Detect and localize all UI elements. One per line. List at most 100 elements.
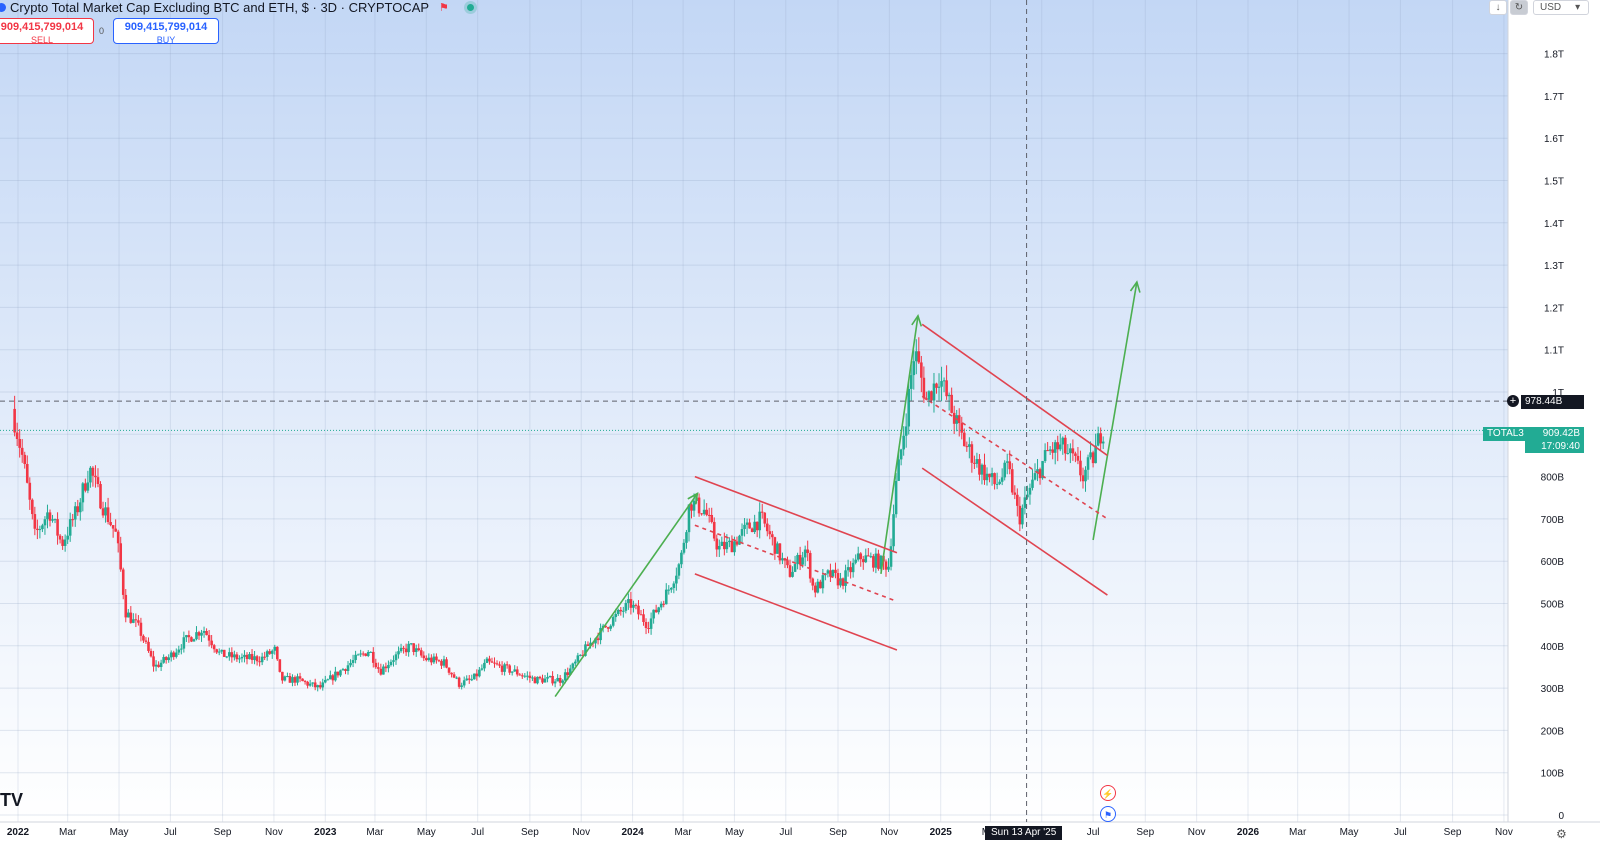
candle-body — [235, 654, 239, 660]
candle-body — [970, 444, 974, 463]
candle-body — [925, 398, 928, 400]
x-tick-label: Nov — [880, 827, 898, 838]
candle-body — [121, 569, 125, 595]
candle-body — [1008, 461, 1012, 470]
x-tick-label: Jul — [779, 827, 792, 838]
candle-body — [768, 531, 772, 535]
candle-body — [326, 679, 330, 681]
candles — [13, 337, 1105, 692]
candle-body — [427, 657, 431, 661]
candle-body — [932, 383, 936, 401]
x-tick-label: Sep — [829, 827, 847, 838]
candle-body — [839, 578, 842, 586]
candle-body — [480, 668, 484, 670]
candle-body — [349, 662, 352, 666]
candle-body — [558, 677, 562, 683]
candle-body — [250, 654, 254, 660]
candle-body — [483, 662, 486, 669]
candle-body — [864, 555, 868, 563]
arrow-down-icon[interactable]: ↓ — [1489, 0, 1507, 15]
candle-body — [467, 678, 471, 680]
currency-select[interactable]: USD ▾ — [1533, 0, 1589, 15]
candle-body — [104, 507, 107, 516]
candle-body — [460, 685, 463, 687]
candle-body — [96, 477, 100, 485]
candle-body — [614, 614, 618, 618]
candle-body — [197, 632, 201, 636]
candle-body — [717, 545, 721, 550]
candle-body — [31, 499, 34, 515]
candle-body — [159, 662, 163, 668]
candle-body — [392, 660, 395, 662]
arrow-head-icon — [687, 492, 699, 505]
candle-body — [71, 519, 75, 521]
candle-body — [273, 646, 277, 651]
gear-icon[interactable]: ⚙ — [1556, 827, 1567, 841]
candle-body — [1081, 475, 1085, 482]
candle-body — [288, 676, 292, 683]
candle-body — [664, 589, 668, 605]
candle-body — [111, 525, 115, 529]
grid-lines — [0, 0, 1508, 822]
candle-body — [86, 482, 90, 491]
y-tick-label: 200B — [1541, 726, 1565, 737]
candle-body — [344, 669, 347, 671]
candle-body — [473, 673, 476, 680]
candle-body — [634, 604, 638, 606]
candle-body — [902, 435, 905, 450]
candle-body — [1048, 449, 1052, 451]
candle-body — [712, 521, 716, 539]
candle-body — [43, 519, 47, 526]
candle-body — [316, 685, 320, 688]
candle-body — [490, 661, 494, 663]
candle-body — [907, 388, 911, 427]
candle-body — [1086, 457, 1090, 470]
candle-body — [950, 394, 953, 413]
candle-body — [293, 677, 297, 683]
event-flag-icon[interactable]: ⚑ — [1100, 806, 1116, 822]
candle-body — [584, 644, 587, 656]
flag-icon[interactable]: ⚑ — [439, 1, 449, 14]
candle-body — [268, 651, 272, 654]
refresh-icon[interactable]: ↻ — [1510, 0, 1528, 15]
candle-body — [659, 603, 663, 608]
candle-body — [109, 521, 112, 526]
add-alert-icon[interactable]: + — [1507, 395, 1519, 407]
candle-body — [174, 652, 178, 657]
candle-body — [240, 656, 244, 659]
candle-body — [28, 482, 32, 500]
buy-button[interactable]: 909,415,799,014 BUY — [113, 18, 219, 45]
trend-drawings[interactable] — [554, 280, 1141, 698]
candle-body — [725, 542, 729, 550]
event-lightning-icon[interactable]: ⚡ — [1100, 785, 1116, 801]
candle-body — [781, 558, 784, 561]
candle-body — [66, 535, 69, 540]
bar-countdown: 17:09:40 — [1541, 441, 1580, 452]
candle-body — [672, 583, 676, 588]
candle-body — [551, 675, 554, 684]
x-tick-label: 2025 — [930, 827, 953, 838]
candle-body — [334, 671, 337, 681]
candle-body — [311, 682, 314, 684]
x-tick-label: May — [725, 827, 744, 838]
candle-body — [432, 656, 436, 663]
candle-body — [930, 391, 933, 401]
candle-body — [1046, 450, 1049, 452]
candle-body — [788, 565, 792, 577]
candle-body — [510, 671, 514, 673]
candle-body — [990, 473, 994, 478]
candle-body — [765, 523, 769, 532]
sell-button[interactable]: 909,415,799,014 SELL — [0, 18, 94, 45]
candle-body — [599, 627, 602, 641]
candle-body — [606, 627, 610, 629]
candle-body — [435, 656, 438, 661]
candle-body — [556, 677, 559, 682]
candle-body — [649, 618, 653, 629]
candle-body — [1096, 433, 1100, 446]
candle-body — [952, 412, 956, 424]
candle-body — [283, 676, 287, 681]
candle-body — [596, 638, 600, 641]
candle-body — [740, 529, 744, 536]
candle-body — [801, 557, 804, 565]
